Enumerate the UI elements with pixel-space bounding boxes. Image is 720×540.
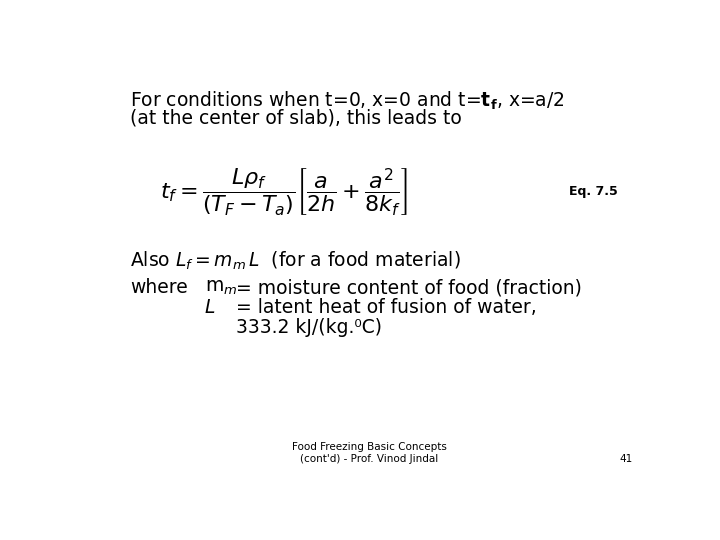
Text: m$_m$: m$_m$ <box>204 278 237 297</box>
Text: = latent heat of fusion of water,: = latent heat of fusion of water, <box>235 298 536 317</box>
Text: (at the center of slab), this leads to: (at the center of slab), this leads to <box>130 109 462 127</box>
Text: 333.2 kJ/(kg.⁰C): 333.2 kJ/(kg.⁰C) <box>235 318 382 337</box>
Text: = moisture content of food (fraction): = moisture content of food (fraction) <box>235 278 582 297</box>
Text: $t_f = \dfrac{L\rho_f}{(T_F - T_a)}\left[\dfrac{a}{2h} + \dfrac{a^2}{8k_f}\right: $t_f = \dfrac{L\rho_f}{(T_F - T_a)}\left… <box>160 166 408 217</box>
Text: For conditions when t=0, x=0 and t=$\mathbf{t_f}$, x=a/2: For conditions when t=0, x=0 and t=$\mat… <box>130 90 564 112</box>
Text: Food Freezing Basic Concepts
(cont'd) - Prof. Vinod Jindal: Food Freezing Basic Concepts (cont'd) - … <box>292 442 446 464</box>
Text: 41: 41 <box>619 454 632 464</box>
Text: where: where <box>130 278 188 297</box>
Text: L: L <box>204 298 215 317</box>
Text: Also $L_f = m_m\, L$  (for a food material): Also $L_f = m_m\, L$ (for a food materia… <box>130 249 461 272</box>
Text: Eq. 7.5: Eq. 7.5 <box>569 185 618 198</box>
